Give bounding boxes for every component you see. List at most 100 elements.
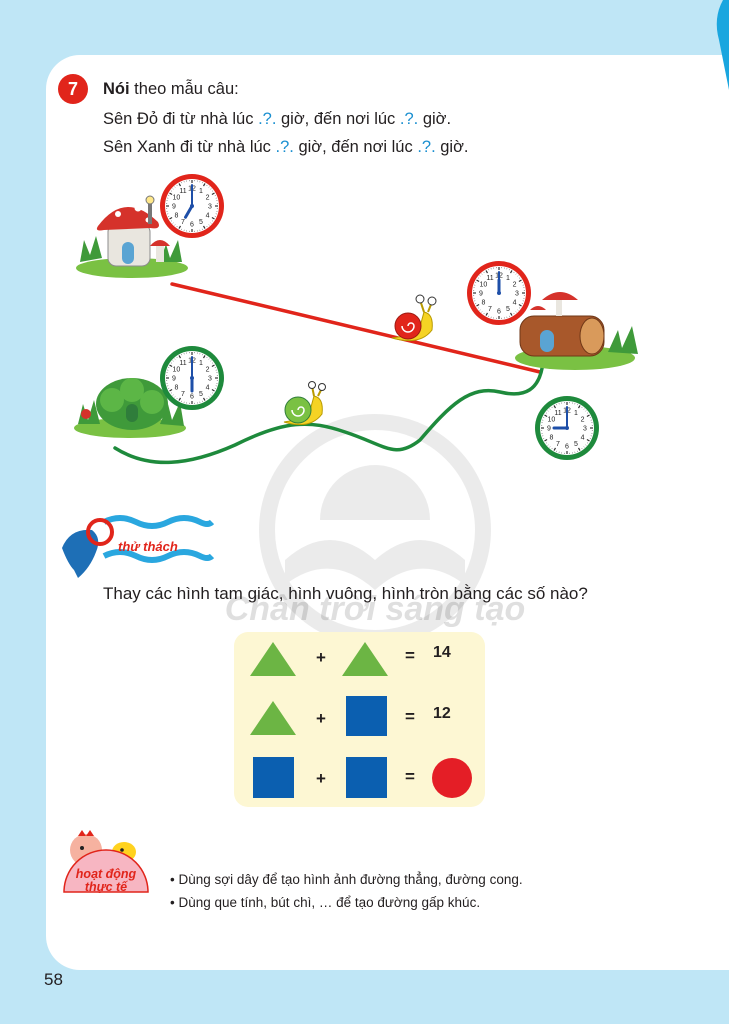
- green-wavy-path: [113, 360, 545, 465]
- clock-numeral: 10: [548, 417, 556, 424]
- activity-bullet: • Dùng que tính, bút chì, … để tạo đường…: [170, 895, 481, 910]
- clock-numeral: 1: [574, 410, 578, 417]
- equation-panel: + = 14 + = 12 + =: [234, 632, 485, 807]
- sentence-green-part-a: Sên Xanh đi từ nhà lúc: [103, 138, 276, 156]
- sentence-green-snail: Sên Xanh đi từ nhà lúc .?. giờ, đến nơi …: [103, 138, 469, 157]
- blank-placeholder: .?.: [258, 110, 277, 128]
- red-end-clock-icon: 121234567891011: [467, 261, 531, 325]
- bush-house-icon: [74, 378, 186, 438]
- exercise-title: Nói theo mẫu câu:: [103, 80, 239, 99]
- clock-numeral: 11: [486, 275, 493, 282]
- log-house-icon: [515, 292, 638, 370]
- plus-sign: +: [316, 769, 326, 788]
- sentence-red-part-a: Sên Đỏ đi từ nhà lúc: [103, 110, 259, 128]
- clock-numeral: 4: [581, 435, 585, 442]
- clock-numeral: 6: [190, 222, 194, 229]
- clock-numeral: 2: [513, 282, 517, 289]
- practical-activity-badge: hoạt động thực tế: [63, 830, 149, 894]
- exercise-number-badge: 7: [58, 74, 88, 104]
- clock-numeral: 5: [199, 391, 203, 398]
- red-straight-path: [170, 282, 542, 374]
- clock-numeral: 11: [179, 188, 186, 195]
- exercise-title-keyword: Nói: [103, 80, 130, 98]
- corner-tab-decoration: [716, 0, 729, 90]
- clock-numeral: 1: [506, 275, 510, 282]
- clock-numeral: 8: [174, 213, 178, 220]
- challenge-badge-label: thử thách: [118, 539, 178, 554]
- equals-sign: =: [405, 707, 415, 726]
- clock-numeral: 8: [481, 300, 485, 307]
- clock-numeral: 8: [174, 385, 178, 392]
- clock-numeral: 7: [181, 219, 185, 226]
- clock-numeral: 3: [583, 426, 587, 433]
- clock-numeral: 5: [574, 441, 578, 448]
- clock-numeral: 5: [506, 306, 510, 313]
- sentence-red-snail: Sên Đỏ đi từ nhà lúc .?. giờ, đến nơi lú…: [103, 110, 451, 129]
- clock-numeral: 3: [515, 291, 519, 298]
- page-number: 58: [44, 970, 63, 989]
- activity-bullet: • Dùng sợi dây để tạo hình ảnh đường thẳ…: [170, 872, 523, 887]
- activity-badge-line1: hoạt động: [76, 867, 137, 881]
- clock-numeral: 8: [549, 435, 553, 442]
- clock-numeral: 9: [172, 204, 176, 211]
- plus-sign: +: [316, 709, 326, 728]
- equation-result: 14: [433, 644, 451, 661]
- clock-numeral: 7: [556, 441, 560, 448]
- plus-sign: +: [316, 648, 326, 667]
- clock-numeral: 10: [173, 195, 181, 202]
- clock-numeral: 1: [199, 188, 203, 195]
- green-triangle-shape: [250, 701, 296, 735]
- watermark-text: Chân trời sáng tạo: [225, 590, 526, 628]
- clock-numeral: 10: [173, 367, 181, 374]
- clock-numeral: 10: [480, 282, 488, 289]
- blue-square-shape: [346, 757, 387, 798]
- clock-numeral: 2: [206, 367, 210, 374]
- clock-numeral: 3: [208, 376, 212, 383]
- clock-numeral: 5: [199, 219, 203, 226]
- equation-result: 12: [433, 705, 451, 722]
- clock-numeral: 6: [497, 309, 501, 316]
- clock-numeral: 7: [181, 391, 185, 398]
- clock-numeral: 6: [190, 394, 194, 401]
- sentence-red-part-c: giờ.: [418, 110, 452, 128]
- red-snail-icon: [391, 294, 437, 342]
- sentence-red-part-b: giờ, đến nơi lúc: [276, 110, 400, 128]
- clock-numeral: 9: [172, 376, 176, 383]
- clock-numeral: 2: [581, 417, 585, 424]
- exercise-title-rest: theo mẫu câu:: [129, 80, 239, 98]
- clock-numeral: 2: [206, 195, 210, 202]
- sentence-green-part-c: giờ.: [435, 138, 469, 156]
- green-start-clock-icon: 121234567891011: [160, 346, 224, 410]
- blue-square-shape: [253, 757, 294, 798]
- page-card: [46, 55, 729, 970]
- equals-sign: =: [405, 767, 415, 786]
- clock-numeral: 4: [206, 385, 210, 392]
- clock-numeral: 7: [488, 306, 492, 313]
- clock-numeral: 6: [565, 444, 569, 451]
- mushroom-house-icon: [76, 195, 188, 278]
- clock-numeral: 9: [479, 291, 483, 298]
- green-snail-icon: [283, 381, 326, 426]
- equals-sign: =: [405, 646, 415, 665]
- clock-numeral: 4: [513, 300, 517, 307]
- red-start-clock-icon: 121234567891011: [160, 174, 224, 238]
- clock-numeral: 4: [206, 213, 210, 220]
- blank-placeholder: .?.: [275, 138, 294, 156]
- clock-numeral: 11: [554, 410, 561, 417]
- clock-numeral: 3: [208, 204, 212, 211]
- green-triangle-shape: [250, 642, 296, 676]
- clock-numeral: 9: [547, 426, 551, 433]
- blank-placeholder: .?.: [417, 138, 436, 156]
- clock-numeral: 11: [179, 360, 186, 367]
- challenge-question: Thay các hình tam giác, hình vuông, hình…: [103, 584, 588, 603]
- clock-numeral: 1: [199, 360, 203, 367]
- blue-square-shape: [346, 696, 387, 736]
- red-circle-shape: [432, 758, 472, 798]
- green-triangle-shape: [342, 642, 388, 676]
- hour-hand: [184, 204, 194, 219]
- challenge-banner-icon: thử thách: [62, 515, 215, 578]
- blank-placeholder: .?.: [399, 110, 419, 128]
- activity-badge-line2: thực tế: [85, 880, 128, 894]
- green-end-clock-icon: 121234567891011: [535, 396, 599, 460]
